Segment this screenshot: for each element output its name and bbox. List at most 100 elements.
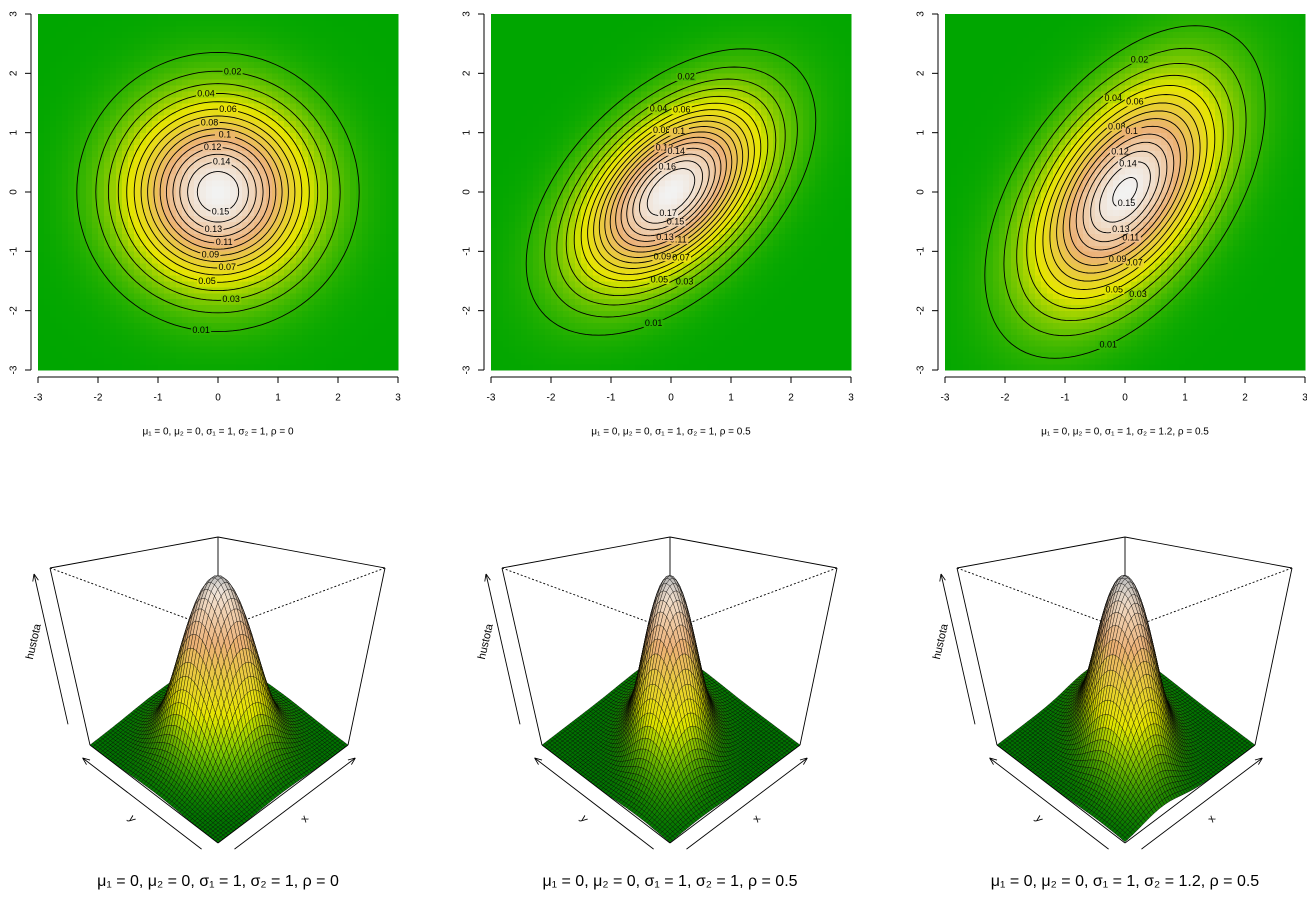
density-cell	[320, 239, 327, 246]
density-cell	[266, 14, 273, 21]
density-cell	[314, 31, 321, 39]
density-cell	[278, 281, 285, 288]
density-cell	[134, 61, 141, 68]
density-cell	[236, 239, 243, 246]
density-cell	[158, 364, 165, 371]
density-cell	[254, 340, 261, 347]
density-cell	[236, 174, 243, 181]
density-cell	[599, 352, 606, 359]
density-cell	[164, 126, 171, 134]
density-cell	[380, 328, 387, 335]
density-cell	[326, 227, 333, 234]
density-cell	[491, 126, 498, 134]
density-cell	[266, 37, 273, 45]
density-cell	[296, 14, 303, 21]
density-cell	[320, 31, 327, 39]
density-cell	[62, 114, 69, 122]
density-cell	[206, 14, 213, 21]
density-cell	[80, 197, 87, 205]
density-cell	[236, 132, 243, 139]
density-cell	[557, 138, 564, 145]
density-cell	[308, 275, 315, 282]
density-cell	[320, 251, 327, 258]
density-cell	[194, 209, 201, 217]
density-cell	[230, 25, 237, 33]
density-cell	[491, 340, 498, 347]
density-cell	[254, 55, 261, 62]
density-cell	[272, 203, 279, 211]
density-cell	[344, 144, 351, 151]
density-cell	[80, 316, 87, 323]
density-cell	[392, 263, 399, 270]
density-cell	[56, 340, 63, 347]
density-cell	[206, 203, 213, 211]
density-cell	[314, 227, 321, 234]
density-cell	[212, 55, 219, 62]
density-cell	[314, 251, 321, 258]
density-cell	[503, 328, 510, 335]
density-cell	[509, 79, 516, 86]
density-cell	[338, 322, 345, 329]
density-cell	[158, 286, 165, 294]
density-cell	[362, 346, 369, 353]
density-cell	[188, 67, 195, 74]
density-cell	[236, 49, 243, 56]
density-cell	[254, 174, 261, 181]
density-cell	[92, 132, 99, 139]
density-cell	[356, 221, 363, 228]
density-cell	[515, 197, 522, 205]
density-cell	[368, 73, 375, 80]
density-cell	[248, 286, 255, 294]
density-cell	[98, 85, 105, 92]
density-cell	[86, 55, 93, 62]
density-cell	[356, 168, 363, 175]
density-cell	[320, 144, 327, 151]
density-cell	[176, 269, 183, 276]
density-cell	[188, 37, 195, 45]
density-cell	[587, 346, 594, 353]
density-cell	[98, 114, 105, 122]
density-cell	[224, 79, 231, 86]
density-cell	[260, 126, 267, 134]
density-cell	[194, 251, 201, 258]
density-cell	[278, 174, 285, 181]
density-cell	[140, 292, 147, 300]
density-cell	[194, 43, 201, 50]
density-cell	[218, 150, 225, 157]
density-cell	[164, 251, 171, 258]
density-cell	[593, 114, 600, 122]
density-cell	[146, 138, 153, 145]
density-cell	[44, 186, 51, 193]
density-cell	[386, 31, 393, 39]
density-cell	[545, 304, 552, 312]
density-cell	[254, 257, 261, 264]
density-cell	[164, 192, 171, 199]
density-cell	[563, 73, 570, 80]
density-cell	[362, 298, 369, 306]
density-cell	[266, 120, 273, 128]
density-cell	[194, 316, 201, 323]
density-cell	[350, 334, 357, 341]
contour-line	[95, 70, 341, 314]
density-cell	[563, 108, 570, 116]
density-cell	[110, 304, 117, 312]
density-cell	[68, 91, 75, 98]
density-cell	[557, 67, 564, 74]
density-cell	[38, 31, 45, 39]
density-cell	[344, 364, 351, 371]
density-cell	[380, 132, 387, 139]
contour-label: 0.12	[204, 142, 222, 152]
density-cell	[80, 227, 87, 234]
density-cell	[497, 132, 504, 139]
density-cell	[605, 245, 612, 252]
density-cell	[182, 114, 189, 122]
density-cell	[491, 138, 498, 145]
density-cell	[74, 286, 81, 294]
density-cell	[86, 144, 93, 151]
density-cell	[563, 209, 570, 217]
density-cell	[497, 245, 504, 252]
density-cell	[146, 328, 153, 335]
density-cell	[50, 73, 57, 80]
density-cell	[563, 352, 570, 359]
density-cell	[290, 85, 297, 92]
